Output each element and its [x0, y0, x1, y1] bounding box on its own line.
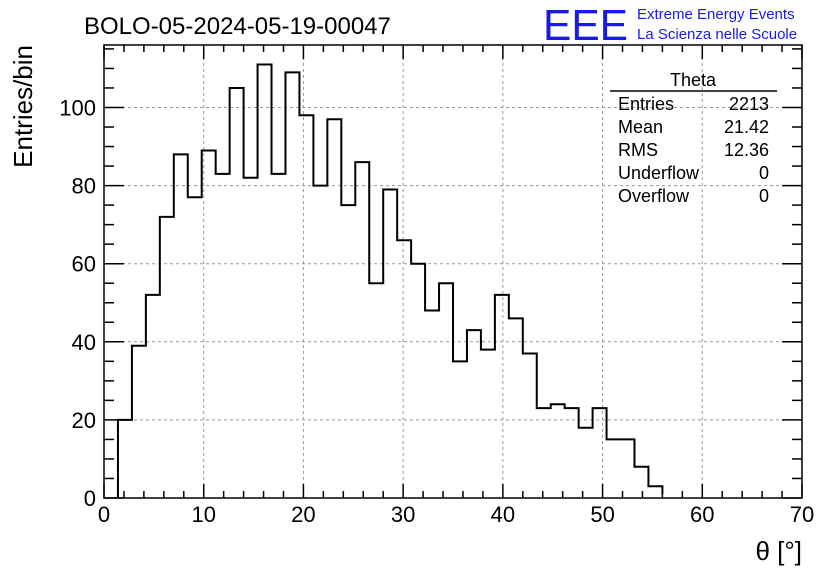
- x-axis-label: θ [°]: [755, 536, 802, 566]
- plot-frame: [103, 44, 803, 499]
- y-tick-label: 40: [72, 330, 96, 355]
- histogram-bin: [425, 311, 439, 498]
- histogram-bin: [551, 404, 565, 498]
- histogram-bin: [188, 197, 202, 498]
- y-tick-label: 100: [59, 95, 96, 120]
- histogram-bin: [481, 350, 495, 498]
- histogram-bin: [467, 330, 481, 498]
- x-tick-label: 40: [491, 502, 515, 527]
- histogram-bin: [579, 428, 593, 498]
- histogram-bin: [495, 295, 509, 498]
- y-tick-label: 0: [84, 486, 96, 511]
- logo-line-1: Extreme Energy Events: [637, 6, 795, 23]
- histogram-bin: [341, 205, 355, 498]
- stats-title: Theta: [670, 70, 717, 90]
- histogram-bin: [174, 154, 188, 498]
- run-title: BOLO-05-2024-05-19-00047: [84, 13, 391, 40]
- histogram-bin: [411, 264, 425, 498]
- histogram-bin: [509, 318, 523, 498]
- stats-label-underflow: Underflow: [618, 163, 700, 183]
- stats-label-rms: RMS: [618, 140, 658, 160]
- histogram-bin: [272, 174, 286, 498]
- histogram-bin: [523, 354, 537, 498]
- histogram-bin: [397, 240, 411, 498]
- x-tick-label: 70: [790, 502, 814, 527]
- logo-line-2: La Scienza nelle Scuole: [637, 26, 797, 43]
- histogram-bin: [621, 439, 635, 498]
- y-axis-label: Entries/bin: [8, 45, 38, 168]
- histogram-bin: [258, 65, 272, 498]
- stats-value-entries: 2213: [729, 94, 769, 114]
- x-tick-label: 60: [690, 502, 714, 527]
- x-tick-label: 0: [98, 502, 110, 527]
- histogram-bin: [537, 408, 551, 498]
- histogram-bin: [648, 486, 662, 498]
- x-tick-label: 20: [291, 502, 315, 527]
- stats-label-entries: Entries: [618, 94, 674, 114]
- histogram-bin: [607, 439, 621, 498]
- stats-value-rms: 12.36: [724, 140, 769, 160]
- y-tick-label: 80: [72, 174, 96, 199]
- x-tick-label: 10: [191, 502, 215, 527]
- stats-box: Theta Entries 2213 Mean 21.42 RMS 12.36 …: [610, 70, 777, 206]
- stats-value-overflow: 0: [759, 186, 769, 206]
- x-tick-label: 30: [391, 502, 415, 527]
- histogram-bin: [285, 72, 299, 498]
- axis-ticks: [103, 45, 803, 499]
- histogram-bin: [453, 361, 467, 498]
- stats-label-overflow: Overflow: [618, 186, 690, 206]
- histogram-bin: [244, 178, 258, 498]
- stats-value-mean: 21.42: [724, 117, 769, 137]
- eee-logo-mark: EEE: [543, 1, 628, 50]
- y-tick-label: 20: [72, 408, 96, 433]
- eee-logo: EEE Extreme Energy Events La Scienza nel…: [543, 1, 797, 50]
- histogram-bin: [565, 408, 579, 498]
- histogram-outline: [116, 63, 664, 498]
- histogram-bin: [369, 283, 383, 498]
- histogram-bin: [118, 420, 132, 498]
- histogram-bin: [439, 283, 453, 498]
- histogram-bin: [299, 115, 313, 498]
- y-tick-label: 60: [72, 252, 96, 277]
- grid-lines: [104, 45, 802, 498]
- tick-labels: 0 10 20 30 40 50 60 70 0 20 40 60 80 100: [59, 95, 814, 527]
- histogram-bin: [160, 217, 174, 498]
- x-tick-label: 50: [590, 502, 614, 527]
- stats-label-mean: Mean: [618, 117, 663, 137]
- histogram-bin: [383, 189, 397, 498]
- stats-value-underflow: 0: [759, 163, 769, 183]
- histogram-bin: [327, 119, 341, 498]
- histogram-bin: [216, 174, 230, 498]
- histogram-bin: [593, 408, 607, 498]
- histogram-bin: [132, 346, 146, 498]
- histogram-bin: [146, 295, 160, 498]
- histogram-bin: [634, 467, 648, 498]
- histogram-bin: [230, 88, 244, 498]
- histogram-bin: [355, 162, 369, 498]
- histogram-series: [116, 63, 664, 498]
